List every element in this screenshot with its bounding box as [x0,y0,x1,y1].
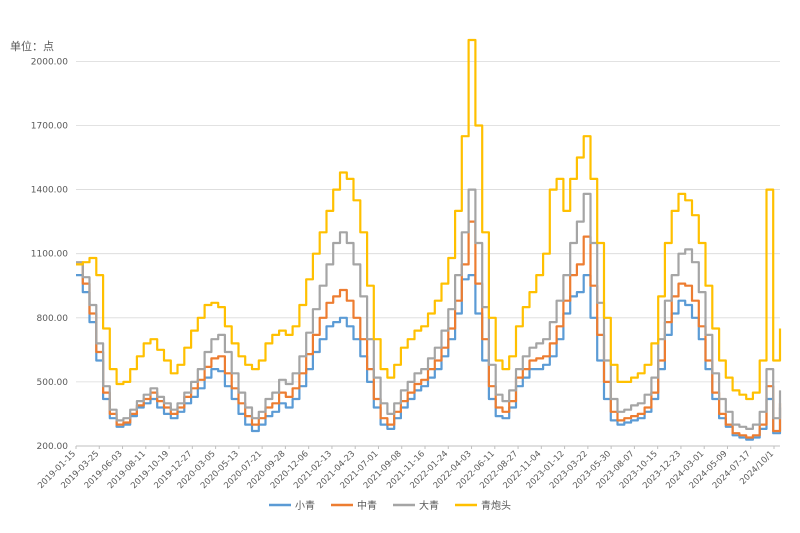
x-axis-ticks: 2019-01-152019-03-252019-06-032019-08-11… [36,446,776,491]
y-tick-label: 1100.00 [31,250,68,260]
y-tick-label: 1400.00 [31,186,68,196]
y-tick-label: 800.00 [37,314,69,324]
y-tick-label: 2000.00 [31,57,68,67]
y-axis-ticks: 200.00 500.00 800.00 1100.00 1400.00 1700.00 2… [31,57,68,452]
unit-label: 单位：点 [10,39,54,53]
series-line-4 [76,38,782,401]
legend-label: 中青 [357,499,377,512]
grid [76,60,780,447]
legend-label: 大青 [419,499,439,512]
series-lines [76,38,782,441]
y-tick-label: 500.00 [37,378,69,388]
y-tick-label: 1700.00 [31,121,68,131]
legend: 小青 中青 大青 青炮头 [269,499,511,512]
legend-label: 小青 [295,499,315,512]
y-tick-label: 200.00 [37,442,69,452]
legend-label: 青炮头 [481,499,511,512]
series-line-3 [76,188,782,430]
